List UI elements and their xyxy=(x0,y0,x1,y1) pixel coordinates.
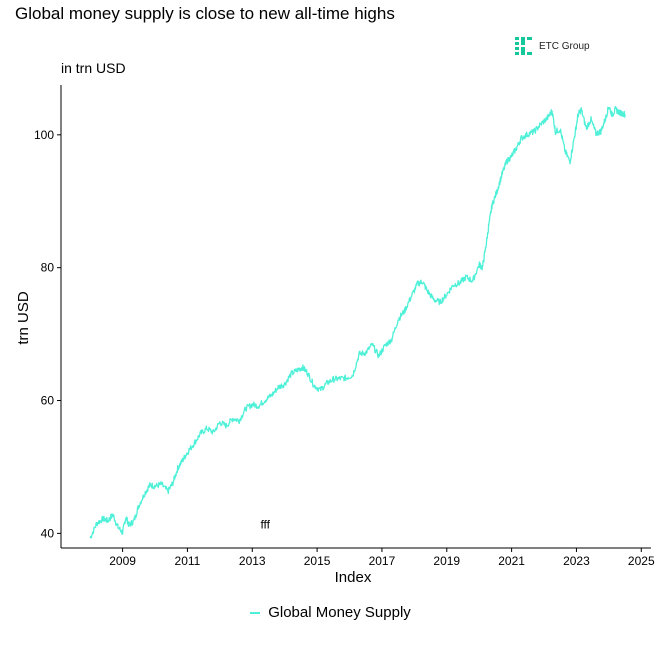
x-tick-label: 2009 xyxy=(109,554,136,568)
x-axis-label: Index xyxy=(335,569,372,586)
x-tick-label: 2017 xyxy=(369,554,396,568)
x-tick-label: 2011 xyxy=(175,554,201,568)
series-line-global-money-supply xyxy=(89,106,626,539)
legend-swatch xyxy=(250,611,261,614)
y-tick-label: 80 xyxy=(41,261,55,275)
logo-text: ETC Group xyxy=(539,40,590,52)
y-tick-label: 100 xyxy=(34,128,54,142)
etc-group-logo-icon xyxy=(515,37,532,55)
y-tick-label: 40 xyxy=(41,526,55,540)
x-tick-label: 2023 xyxy=(563,554,590,568)
annotation-text: fff xyxy=(260,518,270,532)
x-tick-label: 2015 xyxy=(304,554,331,568)
chart-subtitle: in trn USD xyxy=(61,60,126,76)
x-tick-label: 2013 xyxy=(239,554,266,568)
x-axis-ticks: 2009 2011 2013 2015 2017 2019 2021 2023 2025 xyxy=(109,548,655,568)
x-tick-label: 2019 xyxy=(433,554,460,568)
brand-logo: ETC Group xyxy=(515,37,590,55)
x-tick-label: 2021 xyxy=(498,554,525,568)
chart-title: Global money supply is close to new all-… xyxy=(15,4,395,23)
y-tick-label: 60 xyxy=(41,394,55,408)
x-tick-label: 2025 xyxy=(628,554,655,568)
y-axis-label: trn USD xyxy=(15,291,32,345)
legend: Global Money Supply xyxy=(0,604,661,621)
legend-label: Global Money Supply xyxy=(268,604,411,621)
y-axis-ticks: 40 60 80 100 xyxy=(34,128,61,540)
